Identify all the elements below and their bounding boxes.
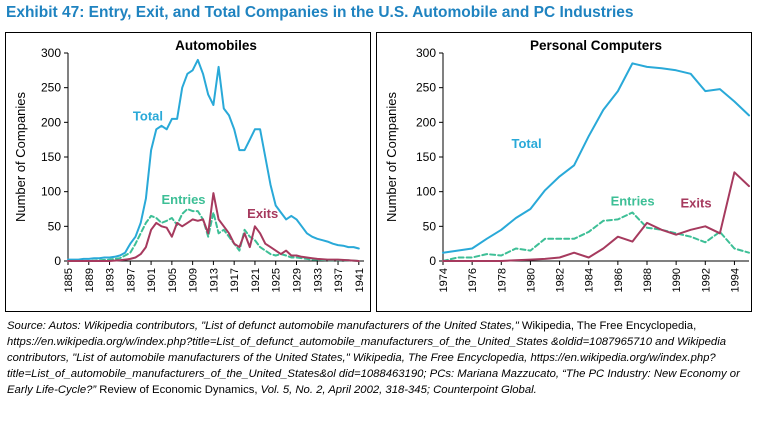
series-entries-line [442,211,750,262]
chart-title: Automobiles [175,38,257,53]
source-part-2: Wikipedia, The Free Encyclopedia, [521,320,697,332]
label-exits: Exits [681,196,712,211]
source-part-1: Source: Autos: Wikipedia contributors, "… [7,320,522,332]
x-tick-label: 1921 [250,268,262,292]
y-tick-label: 50 [423,219,437,233]
y-tick-label: 250 [416,81,436,95]
label-total: Total [133,108,163,123]
x-tick-label: 1986 [613,268,625,292]
automobiles-chart: Automobiles Number of Companies 0 50 100 150 2… [13,38,366,292]
x-tick-label: 1978 [496,268,508,292]
x-tick-label: 1913 [208,268,220,292]
y-tick-label: 300 [416,46,436,60]
x-tick-label: 1889 [84,268,96,292]
x-tick-label: 1925 [271,268,283,292]
pc-chart: Personal Computers Number of Companies 0 50… [384,38,750,292]
x-tick-label: 1990 [671,268,683,292]
y-tick-label: 100 [41,185,61,199]
x-tick-label: 1937 [333,268,345,292]
automobiles-chart-panel: Automobiles Number of Companies 0 50 100 150 2… [5,32,371,312]
x-tick-label: 1941 [354,268,366,292]
y-tick-label: 200 [41,115,61,129]
x-tick-label: 1929 [291,268,303,292]
series-entries-line [67,208,360,262]
y-tick-label: 0 [54,254,61,268]
series-total-line [442,62,750,254]
x-tick-label: 1992 [700,268,712,292]
x-tick-label: 1994 [729,268,741,292]
y-tick-label: 150 [416,150,436,164]
series-total-line [67,58,360,261]
y-tick-label: 0 [429,254,436,268]
label-exits: Exits [247,206,278,221]
chart-title: Personal Computers [530,38,662,53]
source-part-4: Review of Economic Dynamics, [99,384,261,396]
y-tick-label: 50 [48,219,62,233]
x-tick-label: 1974 [438,268,450,292]
x-tick-label: 1976 [467,268,479,292]
x-tick-label: 1885 [63,268,75,292]
series-exits-line [67,192,360,262]
y-axis-label: Number of Companies [13,91,28,222]
x-tick-label: 1988 [642,268,654,292]
y-tick-label: 150 [41,150,61,164]
pc-chart-panel: Personal Computers Number of Companies 0 50… [376,32,752,312]
x-tick-label: 1933 [312,268,324,292]
x-tick-label: 1909 [188,268,200,292]
x-tick-label: 1901 [146,268,158,292]
exhibit-title: Exhibit 47: Entry, Exit, and Total Compa… [6,4,634,21]
x-tick-label: 1982 [555,268,567,292]
label-entries: Entries [161,192,205,207]
y-tick-label: 300 [41,46,61,60]
x-tick-label: 1917 [229,268,241,292]
x-tick-label: 1980 [525,268,537,292]
series-exits-line [442,171,750,262]
source-part-3: https://en.wikipedia.org/w/index.php?tit… [7,336,740,396]
y-tick-label: 100 [416,185,436,199]
x-tick-label: 1893 [105,268,117,292]
label-entries: Entries [611,194,655,209]
y-axis-label: Number of Companies [384,91,399,222]
x-tick-label: 1897 [125,268,137,292]
x-tick-label: 1984 [584,268,596,292]
source-note: Source: Autos: Wikipedia contributors, "… [7,318,753,398]
source-part-5: Vol. 5, No. 2, April 2002, 318-345; Coun… [260,384,537,396]
y-tick-label: 250 [41,81,61,95]
x-tick-label: 1905 [167,268,179,292]
label-total: Total [511,136,541,151]
y-tick-label: 200 [416,115,436,129]
